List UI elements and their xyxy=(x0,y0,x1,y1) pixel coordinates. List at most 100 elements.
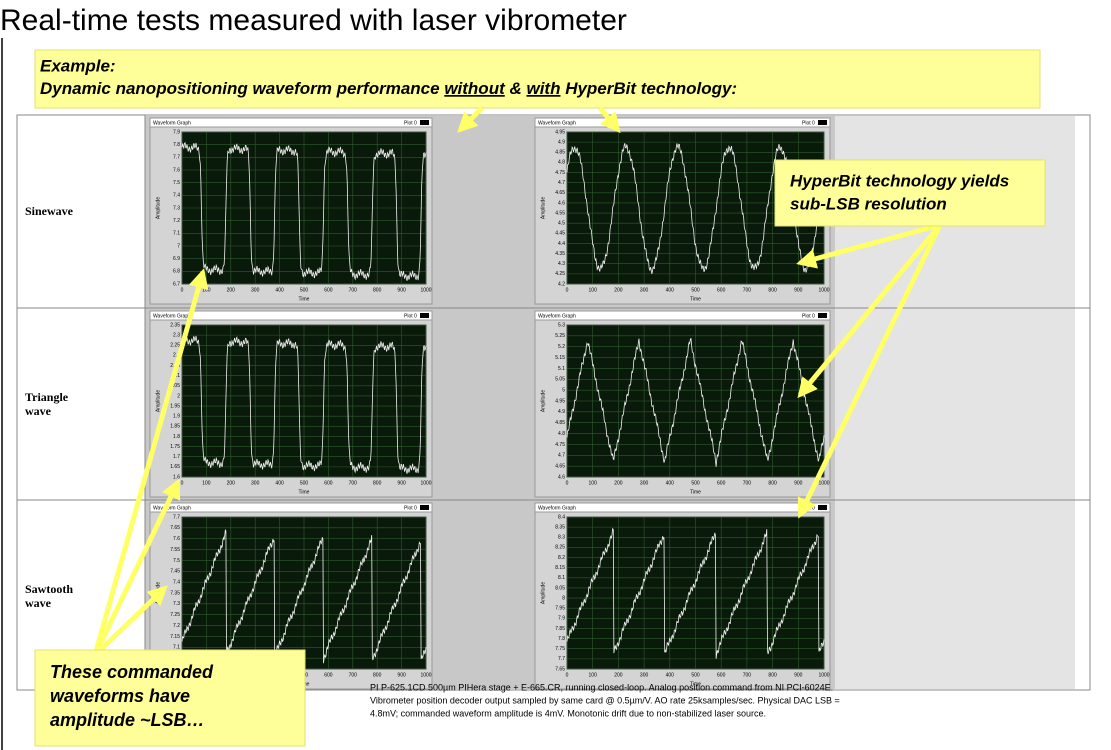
x-tick-label: 200 xyxy=(614,480,623,486)
y-tick-label: 8 xyxy=(562,595,565,601)
x-tick-label: 600 xyxy=(717,287,726,293)
graph-header xyxy=(149,117,433,128)
x-tick-label: 400 xyxy=(275,480,284,486)
y-tick-label: 7.1 xyxy=(173,645,180,651)
y-tick-label: 7.6 xyxy=(173,536,180,542)
row-label: wave xyxy=(25,404,52,418)
y-tick-label: 7.45 xyxy=(170,569,180,575)
y-tick-label: 7.2 xyxy=(173,623,180,629)
y-tick-label: 4.75 xyxy=(555,170,565,176)
footer-line: 4.8mV; commanded waveform amplitude is 4… xyxy=(370,708,766,718)
y-tick-label: 7.4 xyxy=(173,193,180,199)
y-tick-label: 1.9 xyxy=(173,414,180,420)
y-tick-label: 7.35 xyxy=(170,590,180,596)
y-tick-label: 4.45 xyxy=(555,231,565,237)
waveform-trace xyxy=(566,143,825,275)
footer-line: PI P-625.1CD 500µm PIHera stage + E-665.… xyxy=(370,682,833,692)
x-tick-label: 900 xyxy=(794,672,803,678)
x-tick-label: 1000 xyxy=(818,287,829,293)
y-tick-label: 8.3 xyxy=(558,535,565,541)
y-tick-label: 4.9 xyxy=(558,409,565,415)
x-tick-label: 300 xyxy=(640,287,649,293)
y-tick-label: 7.1 xyxy=(173,231,180,237)
x-tick-label: 900 xyxy=(794,480,803,486)
x-tick-label: 900 xyxy=(397,287,406,293)
graph-header-label: Waveform Graph xyxy=(538,313,576,319)
y-tick-label: 4.5 xyxy=(558,221,565,227)
plot-label: Plot 0 xyxy=(404,120,417,126)
y-tick-label: 4.7 xyxy=(558,180,565,186)
plot-swatch xyxy=(818,313,827,318)
x-tick-label: 0 xyxy=(566,672,569,678)
y-tick-label: 6.8 xyxy=(173,269,180,275)
x-tick-label: 300 xyxy=(640,672,649,678)
banner-line2: Dynamic nanopositioning waveform perform… xyxy=(40,79,737,98)
x-tick-label: 700 xyxy=(743,287,752,293)
plot-swatch xyxy=(818,120,827,125)
x-axis-label: Time xyxy=(690,681,701,687)
y-tick-label: 5.1 xyxy=(558,366,565,372)
y-tick-label: 8.4 xyxy=(558,514,565,520)
arrow xyxy=(92,478,181,657)
graph-header xyxy=(149,310,433,321)
y-tick-label: 7.8 xyxy=(173,142,180,148)
y-tick-label: 2.05 xyxy=(170,383,180,389)
y-tick-label: 7.8 xyxy=(558,636,565,642)
y-tick-label: 6.9 xyxy=(173,256,180,262)
y-tick-label: 7.95 xyxy=(555,606,565,612)
y-tick-label: 5.2 xyxy=(558,344,565,350)
x-tick-label: 800 xyxy=(768,480,777,486)
y-tick-label: 5.3 xyxy=(558,322,565,328)
y-tick-label: 5 xyxy=(562,387,565,393)
x-tick-label: 900 xyxy=(397,480,406,486)
y-tick-label: 2 xyxy=(177,393,180,399)
y-tick-label: 4.85 xyxy=(555,150,565,156)
x-tick-label: 600 xyxy=(717,480,726,486)
y-tick-label: 4.65 xyxy=(555,190,565,196)
y-tick-label: 7.7 xyxy=(173,514,180,520)
graph-header xyxy=(534,117,831,128)
y-tick-label: 4.2 xyxy=(558,281,565,287)
x-tick-label: 0 xyxy=(181,287,184,293)
x-tick-label: 400 xyxy=(666,672,675,678)
graph-header-label: Waveform Graph xyxy=(153,120,191,126)
y-tick-label: 2.25 xyxy=(170,343,180,349)
row-label: Sinewave xyxy=(25,204,74,218)
y-tick-label: 7.7 xyxy=(558,656,565,662)
y-tick-label: 7.65 xyxy=(170,525,180,531)
y-tick-label: 1.6 xyxy=(173,474,180,480)
y-tick-label: 4.3 xyxy=(558,261,565,267)
x-tick-label: 400 xyxy=(275,287,284,293)
x-tick-label: 300 xyxy=(251,480,260,486)
graph-header-label: Waveform Graph xyxy=(153,505,191,511)
y-tick-label: 6.7 xyxy=(173,281,180,287)
y-tick-label: 7.9 xyxy=(558,616,565,622)
x-tick-label: 200 xyxy=(227,287,236,293)
row-label: wave xyxy=(25,596,52,610)
y-tick-label: 2.2 xyxy=(173,353,180,359)
y-tick-label: 4.25 xyxy=(555,271,565,277)
y-tick-label: 5.25 xyxy=(555,333,565,339)
y-tick-label: 7.3 xyxy=(173,205,180,211)
callout-text: amplitude ~LSB… xyxy=(50,710,205,730)
row-label: Sawtooth xyxy=(25,582,73,596)
x-tick-label: 300 xyxy=(251,287,260,293)
y-tick-label: 1.75 xyxy=(170,444,180,450)
x-tick-label: 1000 xyxy=(420,672,431,678)
y-axis-label: Amplitude xyxy=(540,197,546,219)
x-tick-label: 500 xyxy=(691,287,700,293)
y-tick-label: 4.35 xyxy=(555,251,565,257)
y-tick-label: 7.55 xyxy=(170,547,180,553)
y-tick-label: 8.35 xyxy=(555,524,565,530)
x-tick-label: 500 xyxy=(691,672,700,678)
x-tick-label: 400 xyxy=(666,480,675,486)
arrow xyxy=(796,222,941,269)
y-tick-label: 4.75 xyxy=(555,442,565,448)
plot-swatch xyxy=(420,505,429,510)
graph-header-label: Waveform Graph xyxy=(538,505,576,511)
x-tick-label: 1000 xyxy=(420,480,431,486)
y-tick-label: 5.15 xyxy=(555,355,565,361)
x-tick-label: 1000 xyxy=(818,480,829,486)
x-axis-label: Time xyxy=(299,296,310,302)
banner-text: Dynamic nanopositioning waveform perform… xyxy=(40,79,444,98)
